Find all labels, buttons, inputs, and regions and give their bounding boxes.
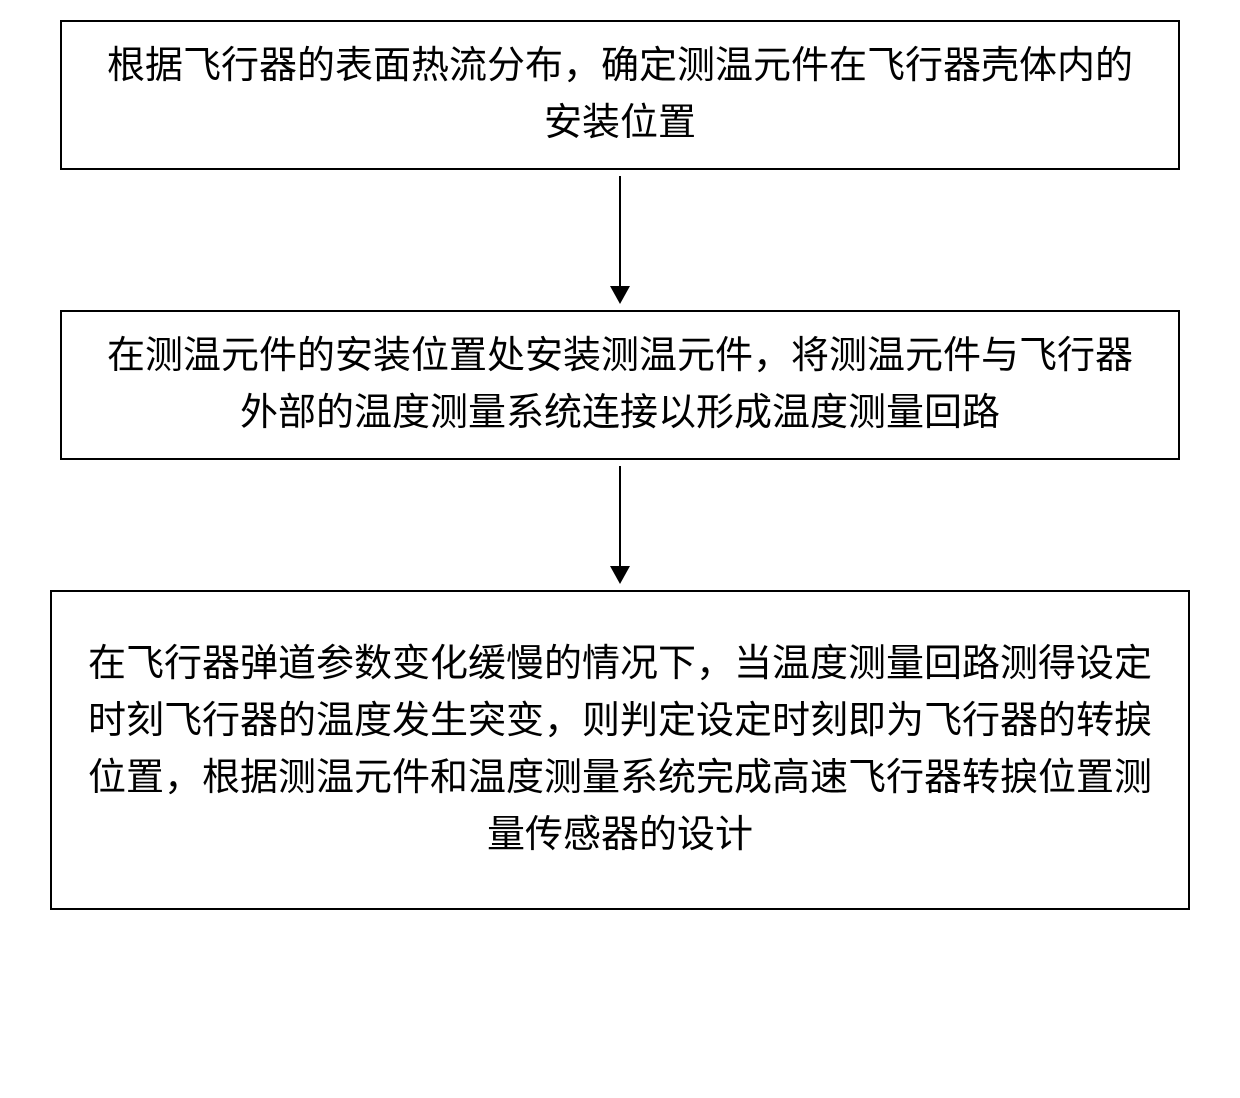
step-3-text: 在飞行器弹道参数变化缓慢的情况下，当温度测量回路测得设定时刻飞行器的温度发生突变… bbox=[82, 636, 1158, 864]
flowchart-step-1: 根据飞行器的表面热流分布，确定测温元件在飞行器壳体内的安装位置 bbox=[60, 20, 1180, 170]
arrow-2-line bbox=[619, 466, 621, 566]
arrow-1-line bbox=[619, 176, 621, 286]
arrow-1-head bbox=[610, 286, 630, 304]
step-1-text: 根据飞行器的表面热流分布，确定测温元件在飞行器壳体内的安装位置 bbox=[92, 38, 1148, 152]
flowchart-step-3: 在飞行器弹道参数变化缓慢的情况下，当温度测量回路测得设定时刻飞行器的温度发生突变… bbox=[50, 590, 1190, 910]
flowchart-container: 根据飞行器的表面热流分布，确定测温元件在飞行器壳体内的安装位置 在测温元件的安装… bbox=[50, 20, 1190, 910]
flowchart-step-2: 在测温元件的安装位置处安装测温元件，将测温元件与飞行器外部的温度测量系统连接以形… bbox=[60, 310, 1180, 460]
step-2-text: 在测温元件的安装位置处安装测温元件，将测温元件与飞行器外部的温度测量系统连接以形… bbox=[92, 328, 1148, 442]
arrow-1 bbox=[610, 170, 630, 310]
arrow-2 bbox=[610, 460, 630, 590]
arrow-2-head bbox=[610, 566, 630, 584]
